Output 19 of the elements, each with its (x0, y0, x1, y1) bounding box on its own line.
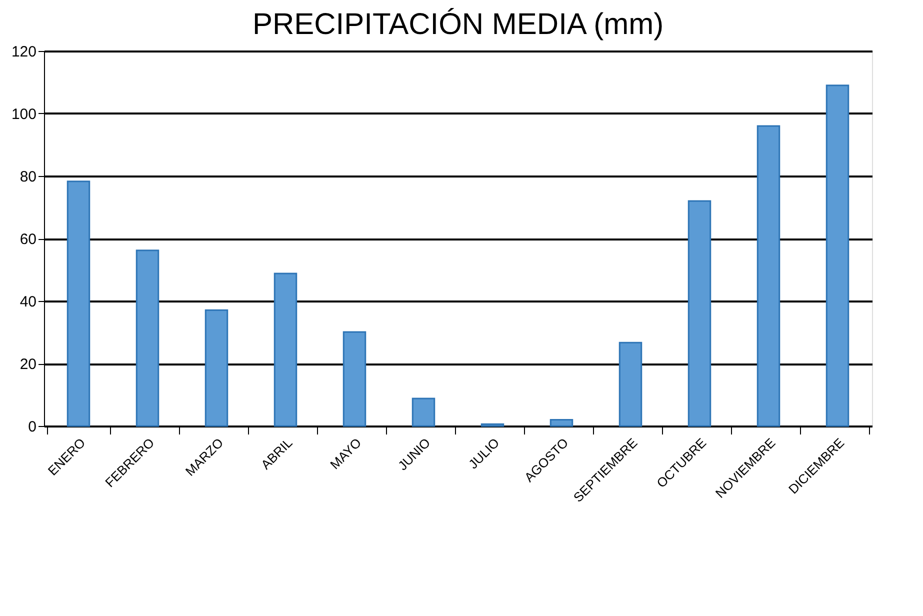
bar (204, 309, 228, 427)
y-tick-label: 60 (20, 231, 36, 248)
bar (342, 331, 366, 427)
y-tick-label: 20 (20, 356, 36, 373)
bar (274, 272, 298, 427)
y-tick-label: 80 (20, 168, 36, 186)
bar (826, 84, 850, 427)
bar (136, 250, 160, 427)
y-tick-label: 0 (28, 418, 36, 436)
bar (756, 125, 780, 427)
chart-title: PRECIPITACIÓN MEDIA (mm) (252, 7, 664, 41)
y-tick-label: 100 (11, 106, 36, 123)
bar (412, 398, 436, 427)
bar (618, 342, 642, 427)
y-tick-label: 40 (20, 294, 36, 310)
bar (550, 419, 574, 427)
y-tick-label: 120 (11, 44, 36, 60)
bar (688, 200, 712, 427)
bar (66, 180, 90, 427)
